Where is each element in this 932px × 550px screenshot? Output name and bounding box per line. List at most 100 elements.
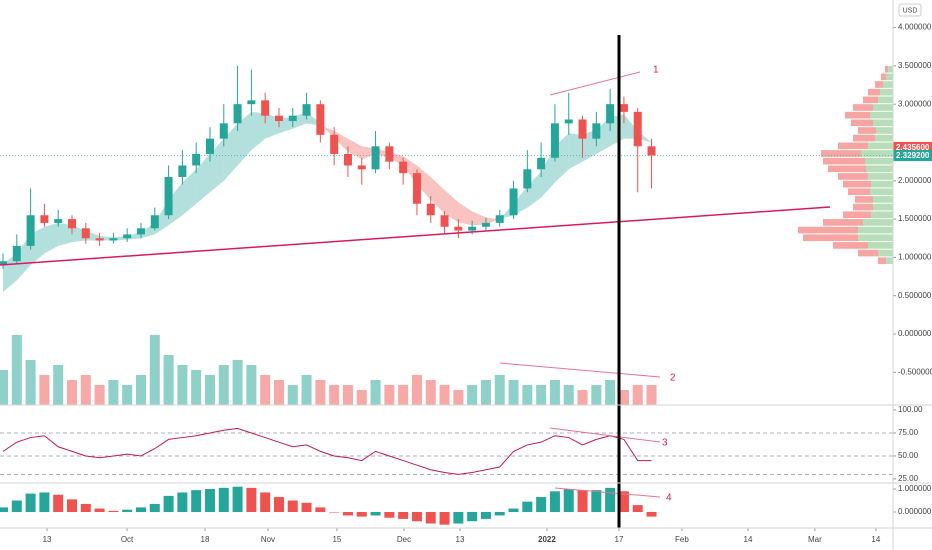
volume-bar [149, 335, 160, 405]
volume-bar [342, 385, 353, 405]
y-tick-label: 0.000000 [898, 329, 932, 338]
volume-bar [425, 380, 436, 405]
profile-up [861, 150, 893, 157]
profile-down [863, 96, 878, 104]
volume-bar [287, 385, 298, 405]
profile-down [823, 219, 863, 226]
histogram-bar [425, 512, 436, 524]
histogram-bar [122, 509, 133, 513]
profile-down [843, 211, 871, 219]
profile-up [873, 196, 893, 203]
price-label-box [893, 141, 932, 153]
profile-up [863, 219, 893, 226]
currency: USD [903, 7, 918, 14]
rsi-line [2, 427, 652, 475]
y-tick-label: 0.500000 [898, 291, 932, 300]
histogram-bar [135, 507, 146, 513]
profile-up [878, 96, 893, 104]
volume-bar [398, 385, 409, 405]
annotation-label: 4 [666, 493, 672, 504]
volume-bar [605, 380, 616, 405]
candle-body [454, 226, 463, 231]
profile-up [876, 127, 893, 134]
annotation-label: 3 [662, 438, 668, 449]
candle-body [150, 215, 159, 229]
x-tick-label: Feb [675, 535, 689, 544]
histogram-bar [94, 508, 105, 513]
volume-bar [411, 375, 422, 405]
ma-ribbon [444, 189, 459, 223]
candle-body [509, 188, 518, 216]
candle-body [219, 123, 228, 139]
profile-down [838, 142, 868, 150]
volume-bar [370, 380, 381, 405]
ma-ribbon [278, 117, 293, 134]
volume-bar [536, 385, 547, 405]
ma-ribbon [472, 211, 486, 226]
ma-ribbon [430, 176, 445, 214]
x-tick-label: 18 [201, 535, 210, 544]
histogram-bar [453, 512, 464, 524]
ma-ribbon [196, 153, 210, 204]
profile-down [875, 81, 883, 88]
x-tick-label: 14 [744, 535, 753, 544]
y-tick-label: 3.500000 [898, 61, 932, 70]
volume-bar [618, 390, 629, 405]
candle-body [67, 219, 76, 229]
volume-bar [329, 385, 340, 405]
volume-bar [273, 380, 284, 405]
profile-down [858, 249, 878, 257]
histogram-bar [411, 512, 422, 522]
histogram-bar [204, 489, 215, 513]
candle-body [316, 104, 325, 135]
ma-ribbon [568, 133, 583, 170]
candle-body [261, 100, 270, 116]
y-tick-label: 50.00 [898, 451, 919, 460]
candle-body [26, 215, 35, 246]
x-tick-label: Dec [397, 535, 411, 544]
histogram-bar [301, 502, 312, 513]
profile-down [798, 226, 858, 234]
y-tick-label: -0.500000 [898, 367, 932, 376]
ma-ribbon [458, 202, 473, 226]
profile-up [868, 173, 893, 180]
candle-body [123, 234, 132, 239]
candle-body [330, 134, 339, 154]
histogram-bar [260, 492, 271, 513]
x-tick-label: Mar [808, 535, 822, 544]
volume-bar [467, 385, 478, 405]
ma-ribbon [16, 234, 31, 281]
x-tick-label: 13 [456, 535, 465, 544]
histogram-bar [191, 490, 202, 513]
candle-body [578, 119, 587, 139]
ma-ribbon [44, 222, 59, 254]
candle-body [178, 165, 187, 177]
candle-body [385, 146, 394, 162]
profile-up [871, 180, 893, 188]
candle-body [247, 100, 256, 105]
histogram-bar [618, 491, 629, 513]
profile-down [885, 65, 888, 73]
histogram-bar [177, 492, 188, 513]
profile-up [858, 226, 893, 234]
histogram-bar [273, 497, 284, 513]
volume-bar [522, 385, 533, 405]
candle-body [440, 215, 449, 227]
candle-body [564, 119, 573, 124]
ma-ribbon [541, 146, 555, 198]
profile-down [823, 157, 865, 165]
histogram-bar [11, 500, 22, 513]
volume-bar [80, 375, 91, 405]
plot-layer: 4.000000 3.500000 3.000000 2.000000 1.500000… [0, 23, 932, 544]
profile-up [873, 203, 893, 211]
profile-up [883, 81, 893, 88]
histogram-bar [315, 507, 326, 513]
candle-body [412, 173, 421, 204]
profile-up [888, 65, 893, 73]
candle-body [399, 161, 408, 174]
profile-down [851, 119, 873, 127]
candle-body [592, 123, 601, 139]
annotation-line [549, 71, 641, 96]
candle-body [426, 203, 435, 216]
price-label-box [893, 150, 932, 162]
